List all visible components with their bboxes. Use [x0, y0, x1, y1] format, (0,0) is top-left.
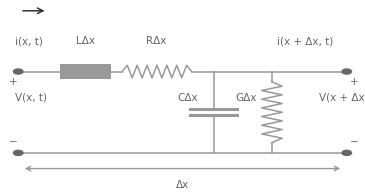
Text: i(x + Δx, t): i(x + Δx, t) [277, 36, 333, 46]
Text: +: + [350, 77, 358, 87]
FancyBboxPatch shape [60, 64, 111, 79]
Circle shape [342, 69, 351, 74]
Text: LΔx: LΔx [76, 36, 95, 46]
Text: CΔx: CΔx [177, 93, 198, 103]
Text: i(x, t): i(x, t) [15, 36, 42, 46]
Text: −: − [350, 137, 358, 147]
Text: RΔx: RΔx [146, 36, 166, 46]
Text: GΔx: GΔx [235, 93, 257, 103]
Text: +: + [8, 77, 17, 87]
Text: V(x + Δx, t): V(x + Δx, t) [319, 93, 365, 103]
Text: V(x, t): V(x, t) [15, 93, 47, 103]
Text: −: − [8, 137, 17, 147]
Circle shape [342, 150, 351, 155]
Text: Δx: Δx [176, 180, 189, 190]
Circle shape [14, 69, 23, 74]
Circle shape [14, 150, 23, 155]
